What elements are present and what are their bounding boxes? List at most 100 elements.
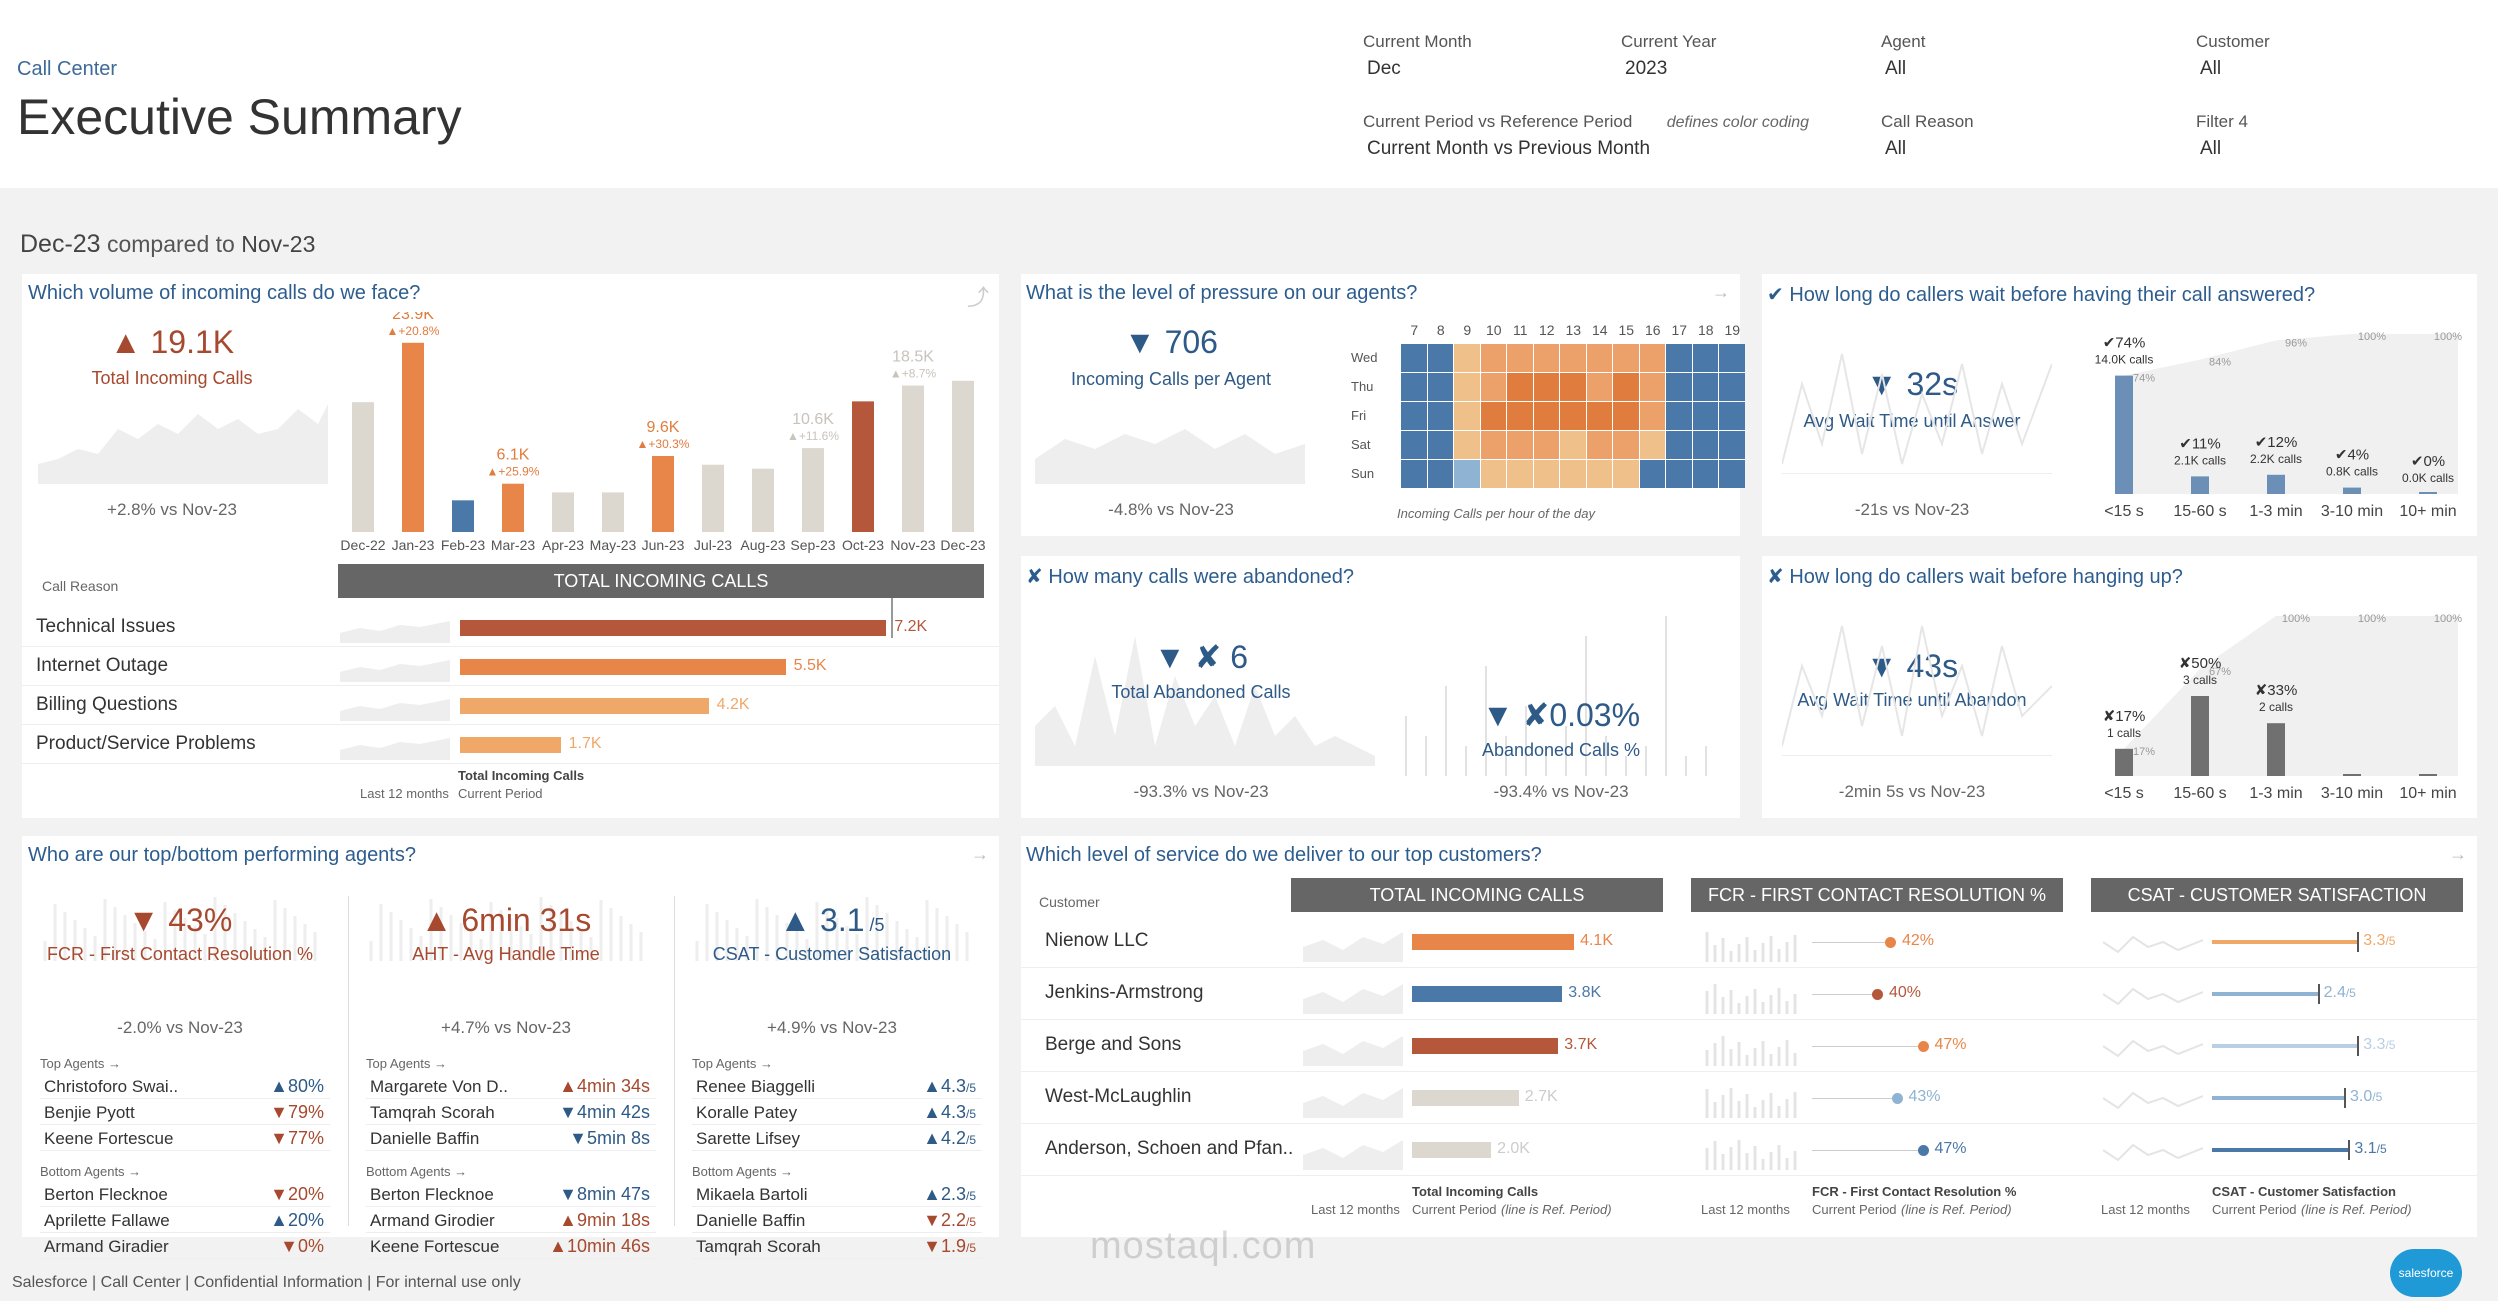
agent-row[interactable]: Koralle Patey ▲4.3/5 — [692, 1100, 982, 1125]
fcr-dot — [1917, 1041, 1929, 1052]
reason-foot-last: Last 12 months — [360, 786, 449, 801]
hangup-title: ✘ How long do callers wait before hangin… — [1767, 566, 2183, 588]
agent-row[interactable]: Armand Giradier ▼0% — [40, 1234, 330, 1259]
filter-call-reason[interactable]: Call Reason All — [1881, 112, 1974, 159]
svc-foot-ref: (line is Ref. Period) — [2301, 1202, 2412, 1217]
value-unit: /5 — [965, 1133, 976, 1147]
heatmap-cell — [1454, 373, 1480, 401]
heatmap-cell — [1427, 431, 1453, 459]
heatmap-cell — [1719, 460, 1745, 488]
heatmap-cell — [1639, 460, 1665, 488]
volume-bar — [452, 500, 474, 532]
wait-bar-chart: <15 s 74% ✔74%14.0K calls 15-60 s 84% ✔11%2.1… — [2095, 331, 2463, 520]
fcr-stem — [1812, 1098, 1897, 1099]
period-subheader: Dec-23 compared to Nov-23 — [20, 230, 316, 258]
trend-icon[interactable]: ⤴ — [966, 285, 989, 310]
value-unit: /5 — [965, 1107, 976, 1121]
navigate-arrow-icon[interactable]: → — [971, 844, 989, 864]
filter-4[interactable]: Filter 4 All — [2196, 112, 2248, 159]
agent-vs: +4.9% vs Nov-23 — [767, 1018, 897, 1037]
distribution-tick-label: 15-60 s — [2173, 503, 2226, 520]
distribution-bar — [2419, 774, 2437, 776]
value-unit: /5 — [2385, 1038, 2396, 1052]
column-divider — [674, 896, 675, 1226]
csat-bar — [2212, 940, 2358, 944]
reason-row[interactable]: Technical Issues 7.2K — [22, 608, 999, 647]
card-abandoned: ✘ How many calls were abandoned? ▼ ✘ 6 T… — [1021, 556, 1740, 818]
agent-row[interactable]: Renee Biaggelli ▲4.3/5 — [692, 1074, 982, 1099]
agent-row[interactable]: Keene Fortescue ▼77% — [40, 1126, 330, 1151]
agent-row[interactable]: Armand Girodier ▲9min 18s — [366, 1208, 656, 1233]
agent-value: ▲4.2/5 — [923, 1128, 976, 1148]
customer-row[interactable]: Anderson, Schoen and Pfan.. 2.0K 47% 3.1/5 — [1021, 1124, 2477, 1176]
agent-row[interactable]: Sarette Lifsey ▲4.2/5 — [692, 1126, 982, 1151]
heatmap-cell — [1719, 344, 1745, 372]
volume-tick-label: Apr-23 — [542, 537, 584, 553]
volume-change-label: ▲+25.9% — [487, 465, 540, 479]
agent-row[interactable]: Margarete Von D.. ▲4min 34s — [366, 1074, 656, 1099]
agent-column: ▲ 6min 31s AHT - Avg Handle Time +4.7% vs … — [356, 886, 675, 1259]
csat-bar — [2212, 1148, 2349, 1152]
customer-row[interactable]: Berge and Sons 3.7K 47% 3.3/5 — [1021, 1020, 2477, 1072]
cumulative-label: 100% — [2282, 613, 2310, 625]
navigate-arrow-icon[interactable]: → — [2449, 844, 2467, 864]
agent-row[interactable]: Danielle Baffin ▼2.2/5 — [692, 1208, 982, 1233]
reason-row[interactable]: Billing Questions 4.2K — [22, 686, 999, 725]
navigate-arrow-icon[interactable]: → — [1712, 282, 1730, 302]
agent-row[interactable]: Tamqrah Scorah ▼1.9/5 — [692, 1234, 982, 1259]
fcr-stem — [1812, 942, 1890, 943]
heatmap-cell — [1639, 402, 1665, 430]
agent-row[interactable]: Christoforo Swai.. ▲80% — [40, 1074, 330, 1099]
bottom-agents-label: Bottom Agents → — [692, 1164, 794, 1179]
agent-name: Armand Giradier — [44, 1237, 169, 1256]
agent-row[interactable]: Keene Fortescue ▲10min 46s — [366, 1234, 656, 1259]
header-bar — [0, 0, 2498, 188]
customer-sparkline — [1705, 932, 1797, 962]
agent-row[interactable]: Berton Flecknoe ▼20% — [40, 1182, 330, 1207]
volume-bar — [402, 342, 424, 532]
volume-bar — [802, 448, 824, 532]
volume-tick-label: Sep-23 — [790, 537, 835, 553]
agent-row[interactable]: Danielle Baffin ▼5min 8s — [366, 1126, 656, 1151]
agent-row[interactable]: Berton Flecknoe ▼8min 47s — [366, 1182, 656, 1207]
customer-row[interactable]: Nienow LLC 4.1K 42% 3.3/5 — [1021, 916, 2477, 968]
agent-row[interactable]: Aprilette Fallawe ▲20% — [40, 1208, 330, 1233]
heatmap-cell — [1533, 460, 1559, 488]
filter-current-year[interactable]: Current Year 2023 — [1621, 32, 1717, 79]
filter-customer[interactable]: Customer All — [2196, 32, 2270, 79]
csat-ref-line — [2357, 932, 2360, 952]
agent-row[interactable]: Tamqrah Scorah ▼4min 42s — [366, 1100, 656, 1125]
customer-row[interactable]: West-McLaughlin 2.7K 43% 3.0/5 — [1021, 1072, 2477, 1124]
heatmap-cell — [1507, 344, 1533, 372]
customer-row[interactable]: Jenkins-Armstrong 3.8K 40% 2.4/5 — [1021, 968, 2477, 1020]
agent-value: ▼79% — [270, 1102, 324, 1122]
wait-title: ✔ How long do callers wait before having… — [1767, 284, 2316, 306]
customer-sparkline — [2103, 935, 2203, 954]
cumulative-label: 17% — [2133, 746, 2155, 758]
heatmap-cell — [1613, 373, 1639, 401]
service-band-csat: CSAT - CUSTOMER SATISFACTION — [2091, 878, 2463, 912]
distribution-bar — [2115, 375, 2133, 494]
heatmap-cell — [1427, 373, 1453, 401]
agent-row[interactable]: Mikaela Bartoli ▲2.3/5 — [692, 1182, 982, 1207]
reason-sparkline-area — [340, 621, 450, 643]
filter-period[interactable]: Current Period vs Reference Period defin… — [1363, 112, 1810, 159]
agent-name: Berton Flecknoe — [370, 1185, 494, 1204]
reason-row[interactable]: Product/Service Problems 1.7K — [22, 725, 999, 764]
distribution-calls-label: 3 calls — [2183, 673, 2217, 687]
volume-change-label: ▲+8.7% — [890, 367, 937, 381]
calls-bar — [1412, 1038, 1559, 1054]
cumulative-label: 67% — [2209, 666, 2231, 678]
cumulative-label: 100% — [2434, 331, 2462, 343]
volume-change-label: ▲+20.8% — [387, 324, 440, 338]
agent-row[interactable]: Benjie Pyott ▼79% — [40, 1100, 330, 1125]
breadcrumb[interactable]: Call Center — [17, 58, 118, 80]
reference-line — [891, 598, 893, 638]
heatmap-cell — [1560, 402, 1586, 430]
filter-agent[interactable]: Agent All — [1881, 32, 1926, 79]
reason-sparkline — [340, 660, 450, 682]
filter-current-month[interactable]: Current Month Dec — [1363, 32, 1472, 79]
reason-row[interactable]: Internet Outage 5.5K — [22, 647, 999, 686]
svc-foot-cur: Current Period — [1412, 1202, 1497, 1217]
salesforce-logo[interactable]: salesforce — [2390, 1249, 2462, 1297]
